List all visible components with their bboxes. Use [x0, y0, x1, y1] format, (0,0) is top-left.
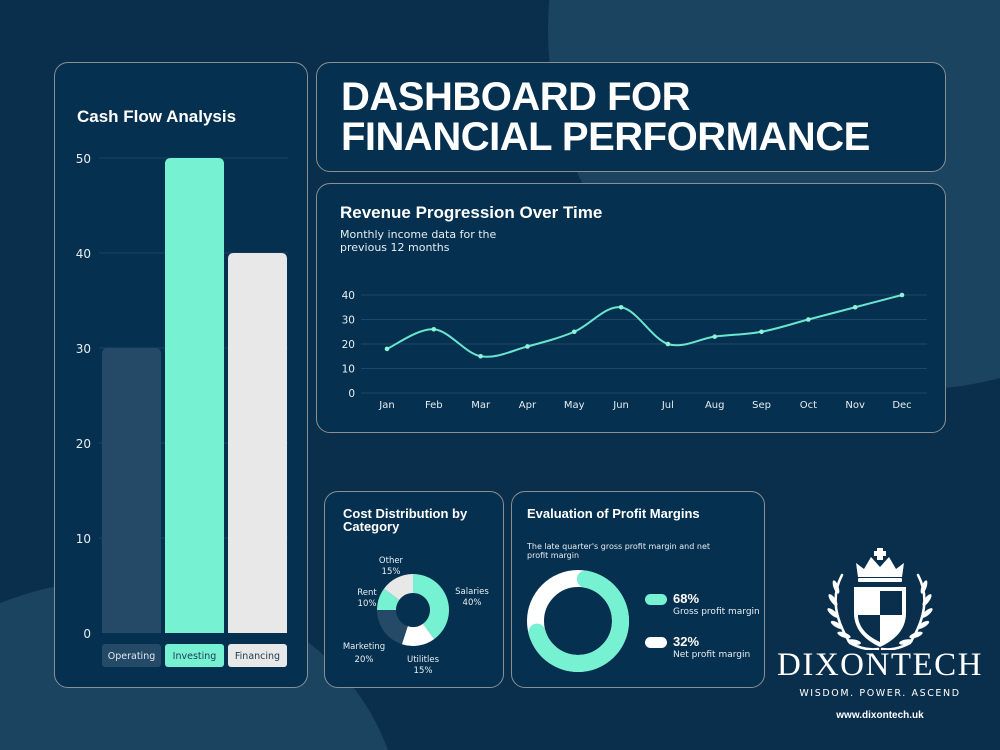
label-rent: Rent — [357, 588, 377, 598]
y-tick-label: 40 — [342, 290, 355, 302]
revenue-title: Revenue Progression Over Time — [340, 203, 603, 222]
data-point — [665, 341, 671, 347]
x-tick-label: Mar — [471, 400, 491, 411]
x-tick-label: Jan — [378, 400, 394, 411]
label-marketing: Marketing — [343, 642, 385, 652]
category-label: Investing — [173, 651, 217, 662]
x-tick-label: Dec — [892, 400, 911, 411]
data-point — [525, 344, 530, 349]
y-tick-label: 30 — [342, 315, 355, 327]
profit-margins-card: Evaluation of Profit Margins The late qu… — [511, 491, 765, 688]
cost-distribution-card: Cost Distribution by Category Other 15% Re… — [324, 491, 504, 688]
label-other-pct: 15% — [382, 567, 401, 577]
data-point — [571, 329, 577, 335]
cashflow-card: Cash Flow Analysis 0 10 20 30 40 50 Operating I… — [54, 62, 308, 688]
donut-slice-rent — [377, 588, 400, 610]
brand-name: DIXONTECH — [777, 647, 983, 683]
profit-subtitle: The late quarter's gross profit margin a… — [527, 542, 710, 560]
donut-cap — [576, 570, 594, 588]
label-marketing-pct: 20% — [355, 655, 374, 665]
x-tick-label: Jul — [661, 400, 674, 411]
legend-swatch-net — [645, 637, 667, 648]
donut-slice-utilitles — [401, 623, 435, 646]
net-label: Net profit margin — [673, 650, 751, 660]
bar-investing — [165, 158, 224, 633]
gross-value: 68% — [673, 591, 700, 606]
y-tick-label: 30 — [76, 342, 91, 356]
data-point — [384, 346, 390, 352]
profit-title: Evaluation of Profit Margins — [527, 506, 700, 521]
label-salaries: Salaries — [455, 587, 489, 597]
y-tick-label: 20 — [342, 339, 355, 351]
data-point — [759, 329, 764, 335]
donut-slice-salaries — [413, 574, 449, 640]
y-tick-label: 40 — [76, 247, 91, 261]
donut-cap — [528, 623, 546, 641]
x-tick-label: Apr — [519, 400, 537, 411]
x-tick-label: Oct — [800, 400, 817, 411]
brand-url[interactable]: www.dixontech.uk — [836, 710, 924, 721]
crown-shield-laurel-icon — [827, 548, 933, 650]
brand-tagline: WISDOM. POWER. ASCEND — [799, 688, 961, 699]
label-rent-pct: 10% — [358, 599, 377, 609]
revenue-card: Revenue Progression Over Time Monthly in… — [316, 183, 946, 433]
donut-slice-other — [383, 574, 413, 601]
cashflow-title: Cash Flow Analysis — [77, 107, 237, 126]
label-other: Other — [379, 556, 404, 566]
category-label: Operating — [108, 651, 156, 662]
title-card: DASHBOARD FOR FINANCIAL PERFORMANCE — [316, 62, 946, 172]
x-tick-label: Nov — [845, 400, 865, 411]
data-point — [806, 317, 811, 322]
label-utilities: Utilitles — [407, 655, 440, 665]
brand-logo: DIXONTECH WISDOM. POWER. ASCEND www.dixo… — [770, 545, 990, 730]
gross-label: Gross profit margin — [673, 607, 760, 617]
net-value: 32% — [673, 634, 700, 649]
y-tick-label: 10 — [342, 364, 355, 376]
x-tick-label: Feb — [425, 400, 443, 411]
y-tick-label: 0 — [83, 627, 91, 641]
donut-slice-gross — [528, 570, 629, 672]
category-chip-investing — [165, 644, 224, 667]
revenue-subtitle: Monthly income data for the previous 12 … — [340, 228, 497, 254]
category-chip-operating — [102, 644, 161, 667]
data-point — [478, 353, 483, 359]
y-tick-label: 0 — [348, 388, 355, 400]
label-utilities-pct: 15% — [414, 666, 433, 676]
page-title-line1: DASHBOARD FOR — [341, 75, 691, 119]
y-tick-label: 20 — [76, 437, 91, 451]
x-tick-label: May — [564, 400, 585, 411]
cost-title: Cost Distribution by Category — [343, 506, 468, 534]
bar-operating — [102, 348, 161, 633]
data-point — [899, 292, 905, 298]
cashflow-bar-chart: 0 10 20 30 40 50 Operating Investing Financing — [76, 152, 288, 667]
y-tick-label: 50 — [76, 152, 91, 166]
data-point — [618, 304, 624, 310]
revenue-line — [386, 294, 903, 358]
label-salaries-pct: 40% — [463, 598, 482, 608]
y-tick-label: 10 — [76, 532, 91, 546]
page-title-line2: FINANCIAL PERFORMANCE — [341, 115, 870, 159]
data-point — [852, 304, 858, 310]
category-label: Financing — [235, 651, 280, 662]
revenue-line-chart: 0 10 20 30 40 Jan Feb Mar Apr May Jun Jul Aug Sep Oct N… — [342, 290, 927, 411]
donut-slice-marketing — [377, 610, 408, 645]
data-point — [431, 327, 437, 332]
legend-swatch-gross — [645, 594, 667, 605]
x-tick-label: Jun — [612, 400, 629, 411]
bar-financing — [228, 253, 287, 633]
x-tick-label: Aug — [705, 400, 725, 411]
profit-donut-chart — [527, 570, 629, 672]
data-point — [712, 334, 718, 339]
x-tick-label: Sep — [752, 400, 771, 411]
page-title: DASHBOARD FOR FINANCIAL PERFORMANCE — [341, 77, 870, 157]
category-chip-financing — [228, 644, 287, 667]
